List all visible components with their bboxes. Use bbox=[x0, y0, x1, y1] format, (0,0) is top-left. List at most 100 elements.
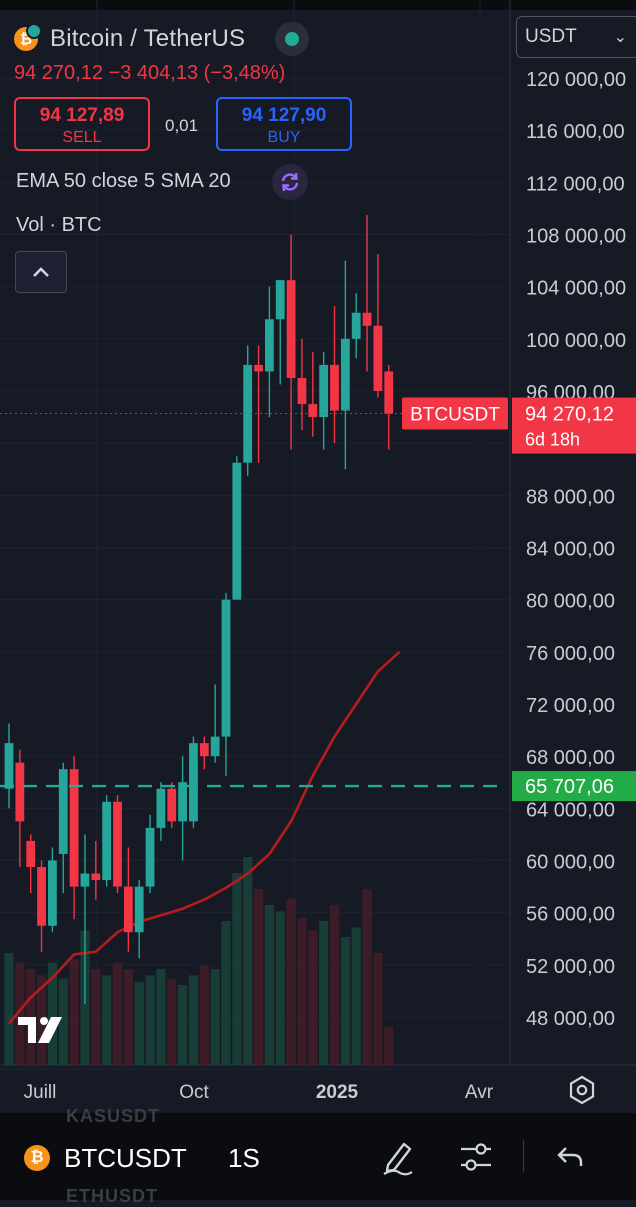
level-price-tag bbox=[512, 771, 636, 802]
volume-bar bbox=[145, 975, 155, 1065]
volume-bar bbox=[286, 898, 296, 1065]
volume-bar bbox=[232, 873, 242, 1065]
volume-bar bbox=[167, 978, 177, 1065]
price-axis-label: 120 000,00 bbox=[526, 69, 626, 91]
volume-bar bbox=[308, 930, 318, 1065]
candle-body bbox=[275, 280, 285, 320]
last-price-label: 94 270,12 bbox=[525, 404, 614, 426]
chart-settings-icon[interactable] bbox=[566, 1074, 598, 1106]
undo-icon[interactable] bbox=[554, 1138, 586, 1181]
ema-50-line bbox=[8, 650, 401, 1025]
volume-bar bbox=[102, 975, 112, 1065]
bitcoin-logo-icon: ₿ bbox=[24, 1145, 50, 1171]
candle-body bbox=[254, 364, 263, 372]
volume-bar bbox=[178, 985, 188, 1065]
level-price-label: 65 707,06 bbox=[525, 776, 614, 798]
currency-selector-label: USDT bbox=[525, 26, 577, 47]
bitcoin-logo-icon: ₿ bbox=[14, 23, 42, 51]
candle-body bbox=[243, 364, 253, 463]
candle-countdown-label: 6d 18h bbox=[525, 430, 580, 450]
candle-body bbox=[178, 782, 187, 822]
candle-body bbox=[351, 312, 361, 339]
candle-body bbox=[319, 364, 329, 418]
volume-bar bbox=[91, 969, 101, 1065]
time-axis-label: Juill bbox=[24, 1082, 57, 1103]
spread-value: 0,01 bbox=[165, 116, 199, 135]
candle-body bbox=[167, 788, 177, 822]
price-axis-label: 68 000,00 bbox=[526, 747, 615, 769]
collapse-legend-button[interactable] bbox=[15, 251, 67, 293]
ema-line-layer bbox=[8, 650, 401, 1025]
currency-selector[interactable]: USDT ⌄ bbox=[516, 16, 636, 58]
time-axis-label: 2025 bbox=[316, 1082, 359, 1103]
price-chart[interactable]: 120 000,00 116 000,00 112 000,00 108 000,00… bbox=[0, 0, 636, 1113]
symbol-title[interactable]: Bitcoin / TetherUS bbox=[50, 25, 246, 52]
price-axis-label: 80 000,00 bbox=[526, 591, 615, 613]
symbol-header[interactable]: ₿ Bitcoin / TetherUS bbox=[14, 22, 310, 56]
price-axis-label: 60 000,00 bbox=[526, 852, 615, 874]
volume-bar bbox=[362, 889, 372, 1065]
next-symbol-ghost: ETHUSDT bbox=[66, 1186, 158, 1206]
candle-body bbox=[340, 338, 350, 411]
candle-body bbox=[189, 743, 198, 822]
price-axis: 120 000,00 116 000,00 112 000,00 108 000,00… bbox=[402, 69, 636, 1030]
market-status-icon[interactable] bbox=[275, 22, 310, 56]
price-axis-label: 72 000,00 bbox=[526, 695, 615, 717]
price-axis-label: 48 000,00 bbox=[526, 1008, 615, 1030]
bottom-toolbar bbox=[0, 1113, 636, 1200]
buy-button[interactable]: 94 127,90 BUY bbox=[216, 97, 352, 151]
chevron-up-icon bbox=[33, 267, 49, 277]
price-axis-label: 116 000,00 bbox=[526, 121, 625, 143]
buy-label: BUY bbox=[267, 129, 301, 146]
price-axis-label: 52 000,00 bbox=[526, 956, 615, 978]
price-axis-label: 100 000,00 bbox=[526, 330, 626, 352]
volume-bar bbox=[351, 927, 361, 1065]
symbol-price-tag bbox=[402, 397, 508, 430]
candle-body bbox=[91, 873, 101, 881]
candle-body bbox=[123, 886, 133, 933]
candle-body bbox=[58, 769, 68, 854]
volume-legend[interactable]: Vol · BTC bbox=[16, 214, 102, 236]
candle-body bbox=[156, 788, 166, 828]
candle-body bbox=[384, 371, 394, 414]
price-change-line: 94 270,12 −3 404,13 (−3,48%) bbox=[14, 62, 286, 84]
indicator-legend[interactable]: EMA 50 close 5 SMA 20 bbox=[16, 170, 231, 192]
candle-body bbox=[362, 312, 372, 326]
price-axis-label: 64 000,00 bbox=[526, 799, 615, 821]
volume-bar bbox=[329, 905, 340, 1065]
chevron-down-icon: ⌄ bbox=[613, 29, 627, 46]
refresh-icon[interactable] bbox=[272, 164, 308, 200]
volume-bar bbox=[156, 969, 166, 1065]
tradingview-logo-icon bbox=[18, 1015, 72, 1050]
candle-body bbox=[297, 377, 307, 405]
candle-body bbox=[113, 801, 122, 887]
price-axis-label: 112 000,00 bbox=[526, 173, 625, 195]
time-axis-label: Avr bbox=[465, 1082, 494, 1103]
sell-label: SELL bbox=[62, 129, 102, 146]
price-axis-label: 76 000,00 bbox=[526, 643, 615, 665]
candle-body bbox=[232, 462, 242, 600]
interval-button[interactable]: 1S bbox=[228, 1143, 260, 1173]
buy-price: 94 127,90 bbox=[241, 105, 327, 126]
candle-body bbox=[4, 743, 14, 789]
candle-body bbox=[102, 801, 112, 881]
candle-body bbox=[199, 743, 209, 757]
bottom-symbol-button[interactable]: BTCUSDT bbox=[64, 1143, 187, 1173]
drawing-pen-icon[interactable] bbox=[380, 1138, 416, 1181]
volume-bar bbox=[243, 857, 253, 1065]
candle-body bbox=[265, 319, 274, 372]
volume-bar bbox=[188, 975, 199, 1065]
volume-bar bbox=[112, 962, 123, 1065]
price-axis-label: 56 000,00 bbox=[526, 904, 615, 926]
status-bar bbox=[0, 0, 636, 10]
volume-bar bbox=[15, 962, 25, 1065]
volume-bar bbox=[275, 911, 285, 1065]
volume-bar bbox=[340, 937, 350, 1065]
sell-button[interactable]: 94 127,89 SELL bbox=[14, 97, 150, 151]
volume-bar bbox=[123, 969, 133, 1065]
volume-bar bbox=[264, 905, 274, 1065]
time-axis-label: Oct bbox=[179, 1082, 209, 1103]
candle-body bbox=[221, 599, 231, 737]
indicators-sliders-icon[interactable] bbox=[458, 1138, 494, 1181]
volume-bar bbox=[47, 962, 57, 1065]
